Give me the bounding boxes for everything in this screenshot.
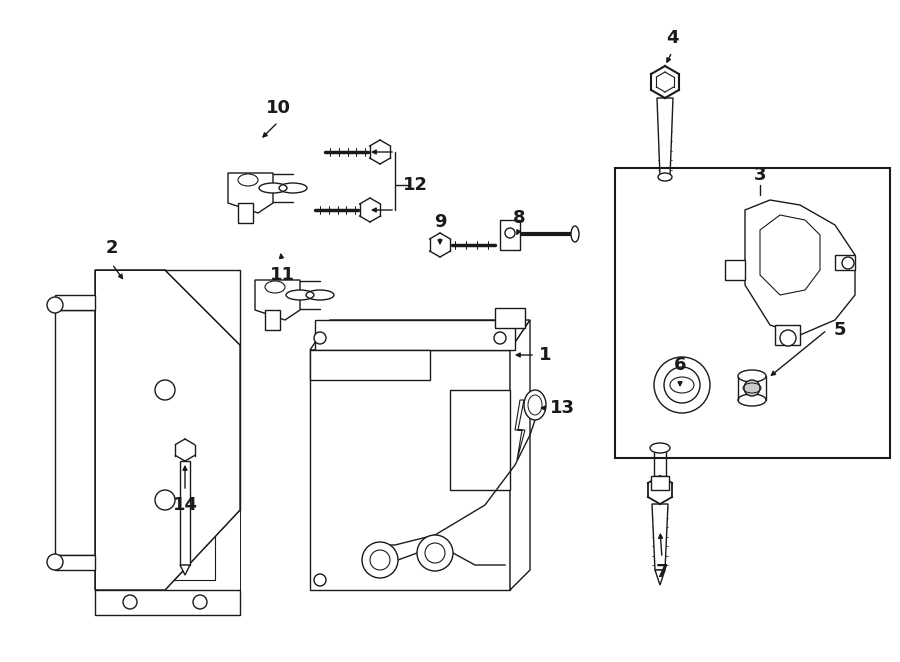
Polygon shape bbox=[651, 476, 669, 490]
Circle shape bbox=[744, 380, 760, 396]
Bar bbox=[500, 220, 520, 250]
Text: 5: 5 bbox=[833, 321, 846, 339]
Circle shape bbox=[47, 554, 63, 570]
Circle shape bbox=[654, 357, 710, 413]
Polygon shape bbox=[657, 98, 673, 177]
Circle shape bbox=[123, 595, 137, 609]
Text: 9: 9 bbox=[434, 213, 446, 231]
Polygon shape bbox=[95, 270, 240, 590]
Text: 6: 6 bbox=[674, 356, 686, 374]
Text: 7: 7 bbox=[656, 563, 668, 581]
Circle shape bbox=[362, 542, 398, 578]
Text: 4: 4 bbox=[666, 29, 679, 47]
Circle shape bbox=[417, 535, 453, 571]
Text: 8: 8 bbox=[513, 209, 526, 227]
Polygon shape bbox=[310, 350, 510, 590]
Circle shape bbox=[780, 330, 796, 346]
Bar bbox=[310, 350, 430, 380]
Polygon shape bbox=[654, 450, 666, 476]
Polygon shape bbox=[495, 308, 525, 328]
Polygon shape bbox=[655, 570, 665, 585]
Text: 3: 3 bbox=[754, 166, 766, 184]
Circle shape bbox=[47, 297, 63, 313]
Circle shape bbox=[155, 380, 175, 400]
Text: 13: 13 bbox=[550, 399, 574, 417]
Ellipse shape bbox=[658, 173, 672, 181]
Polygon shape bbox=[255, 280, 300, 320]
Polygon shape bbox=[55, 295, 95, 310]
Polygon shape bbox=[835, 255, 855, 270]
Polygon shape bbox=[95, 590, 240, 615]
Text: 1: 1 bbox=[539, 346, 551, 364]
Polygon shape bbox=[450, 390, 510, 490]
Ellipse shape bbox=[571, 226, 579, 242]
Polygon shape bbox=[775, 325, 800, 345]
Polygon shape bbox=[55, 555, 95, 570]
Polygon shape bbox=[165, 270, 240, 345]
Ellipse shape bbox=[650, 443, 670, 453]
Circle shape bbox=[193, 595, 207, 609]
Polygon shape bbox=[515, 400, 525, 460]
Polygon shape bbox=[265, 310, 280, 330]
Polygon shape bbox=[310, 320, 530, 350]
Polygon shape bbox=[652, 504, 668, 570]
Polygon shape bbox=[315, 320, 515, 350]
Text: 10: 10 bbox=[266, 99, 291, 117]
Polygon shape bbox=[238, 203, 253, 223]
Polygon shape bbox=[228, 173, 273, 213]
Circle shape bbox=[314, 574, 326, 586]
Circle shape bbox=[842, 257, 854, 269]
Text: 2: 2 bbox=[106, 239, 118, 257]
Circle shape bbox=[494, 332, 506, 344]
Polygon shape bbox=[180, 565, 190, 575]
Ellipse shape bbox=[286, 290, 314, 300]
Circle shape bbox=[155, 490, 175, 510]
Bar bbox=[95, 270, 240, 590]
Polygon shape bbox=[180, 461, 190, 565]
Polygon shape bbox=[745, 200, 855, 335]
Ellipse shape bbox=[524, 390, 546, 420]
Text: 12: 12 bbox=[402, 176, 428, 194]
Circle shape bbox=[505, 228, 515, 238]
Circle shape bbox=[314, 332, 326, 344]
Text: 11: 11 bbox=[269, 266, 294, 284]
Polygon shape bbox=[510, 320, 530, 590]
Ellipse shape bbox=[738, 370, 766, 382]
Polygon shape bbox=[725, 260, 745, 280]
Bar bbox=[615, 168, 890, 458]
Text: 14: 14 bbox=[173, 496, 197, 514]
Ellipse shape bbox=[259, 183, 287, 193]
